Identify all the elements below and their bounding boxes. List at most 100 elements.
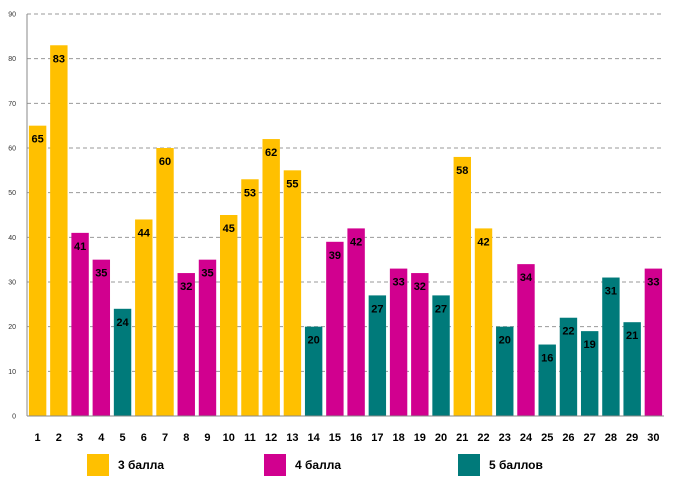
x-tick-label: 7 [162,432,168,444]
bar [623,322,641,416]
bar [50,45,68,417]
legend-label-4: 4 балла [295,458,342,472]
legend-item-5: 5 баллов [458,453,543,477]
y-tick-label: 50 [8,190,16,197]
bar [453,156,471,416]
data-label: 65 [31,134,43,146]
legend-swatch-3 [87,454,109,476]
x-tick-label: 2 [56,432,62,444]
bar [198,259,217,416]
data-label: 33 [647,277,659,289]
data-label: 42 [477,236,489,248]
x-tick-label: 23 [499,432,511,444]
y-tick-label: 0 [12,414,16,421]
bar [262,139,280,417]
x-tick-label: 20 [435,432,447,444]
data-label: 62 [265,147,277,159]
data-label: 39 [329,250,341,262]
legend-item-3: 3 балла [87,453,164,477]
bar [389,268,408,416]
x-tick-label: 25 [541,432,553,444]
x-tick-label: 16 [350,432,362,444]
x-tick-label: 4 [98,432,105,444]
legend-label-3: 3 балла [118,458,165,472]
x-tick-label: 14 [308,432,321,444]
data-label: 22 [562,326,574,338]
gridlines [27,13,664,372]
x-tick-label: 21 [456,432,468,444]
data-label: 20 [308,335,320,347]
x-axis-ticks: 1 2 3 4 5 6 7 8 9 10 11 12 13 14 15 16 17 18 19 20 21 22 23 24 2… [35,432,660,444]
x-tick-label: 5 [119,432,125,444]
x-tick-label: 27 [584,432,596,444]
y-axis-ticks: 0 10 20 30 40 50 60 70 80 90 [8,12,16,421]
bar [432,295,450,416]
x-tick-label: 26 [562,432,574,444]
bar [326,241,344,416]
data-label: 35 [201,268,213,280]
bar [135,219,153,416]
bar [474,228,493,416]
x-tick-label: 17 [371,432,383,444]
bar [411,273,429,416]
bar [156,148,174,416]
x-tick-label: 11 [244,432,256,444]
x-tick-label: 3 [77,432,83,444]
x-tick-label: 12 [265,432,277,444]
x-tick-label: 19 [414,432,426,444]
bar [28,125,47,417]
bar [580,331,599,416]
y-tick-label: 30 [8,280,16,287]
data-label: 24 [116,317,129,329]
x-tick-label: 18 [392,432,404,444]
x-tick-label: 28 [605,432,617,444]
bar [220,215,238,416]
x-tick-label: 10 [223,432,235,444]
bar [241,179,259,416]
y-tick-label: 60 [8,146,16,153]
data-label: 20 [499,335,511,347]
data-label: 27 [371,303,383,315]
bar [517,264,535,416]
x-tick-label: 8 [183,432,189,444]
data-label: 58 [456,165,468,177]
data-label: 42 [350,236,362,248]
x-tick-label: 29 [626,432,638,444]
y-tick-label: 10 [8,369,16,376]
legend-swatch-5 [458,454,480,476]
data-label: 32 [180,281,192,293]
data-label: 53 [244,187,256,199]
bar [113,308,132,416]
x-tick-label: 24 [520,432,533,444]
bar [283,170,302,416]
x-tick-label: 22 [477,432,489,444]
y-tick-label: 70 [8,101,16,108]
data-label: 41 [74,241,86,253]
y-tick-label: 90 [8,12,16,19]
data-label: 19 [584,339,596,351]
bar [496,326,514,416]
data-label: 21 [626,330,638,342]
data-label: 44 [138,227,151,239]
legend-label-5: 5 баллов [489,458,543,472]
y-tick-label: 20 [8,324,16,331]
bar [71,232,89,416]
x-tick-label: 13 [286,432,298,444]
x-tick-label: 1 [35,432,41,444]
data-label: 45 [223,223,235,235]
data-label: 33 [392,277,404,289]
data-label: 34 [520,272,533,284]
data-label: 32 [414,281,426,293]
bar [347,228,365,416]
bar [177,273,195,416]
legend-item-4: 4 балла [264,453,341,477]
data-label: 35 [95,268,107,280]
data-label: 27 [435,303,447,315]
bar [559,317,578,416]
bar [304,326,323,416]
data-label: 31 [605,286,617,298]
legend-swatch-4 [264,454,286,476]
bars: 65 83 41 35 24 44 60 32 35 45 53 62 55 20 39 42 27 33 32 27… [28,45,663,417]
bar [368,295,387,416]
